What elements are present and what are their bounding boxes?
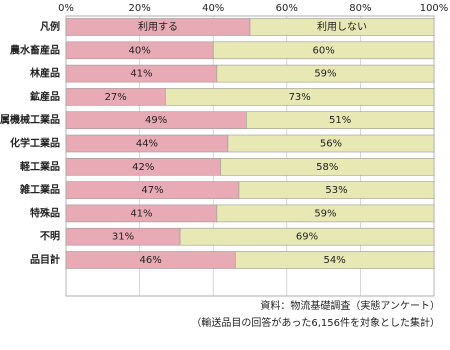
y-tick-label: 農水畜産品 <box>10 43 60 56</box>
legend-label: 利用しない <box>317 21 367 33</box>
bar <box>165 88 435 106</box>
bar <box>216 64 435 83</box>
data-label: 59% <box>314 208 336 219</box>
data-label: 46% <box>140 255 162 266</box>
x-tick-label: 100% <box>420 3 449 14</box>
source-note: 資料：物流基礎調査（実態アンケート） <box>260 299 440 312</box>
bar <box>212 41 435 60</box>
data-label: 73% <box>289 92 311 103</box>
data-label: 41% <box>130 69 152 80</box>
data-label: 69% <box>296 232 318 243</box>
data-label: 60% <box>312 45 334 56</box>
bar <box>246 111 435 129</box>
data-label: 47% <box>141 185 163 196</box>
footnote: （輸送品目の回答があった6,156件を対象とした集計） <box>191 316 440 329</box>
data-label: 41% <box>130 208 152 219</box>
data-label: 59% <box>314 69 336 80</box>
data-label: 51% <box>329 115 351 126</box>
y-tick-label: 化学工業品 <box>10 137 60 150</box>
data-label: 56% <box>320 139 342 150</box>
data-label: 31% <box>112 232 134 243</box>
bar <box>227 134 435 153</box>
x-tick-label: 20% <box>128 3 150 14</box>
data-label: 54% <box>324 255 346 266</box>
legend-swatch <box>249 18 435 36</box>
data-label: 58% <box>316 162 338 173</box>
bar <box>216 204 435 223</box>
y-tick-label: 軽工業品 <box>20 160 60 173</box>
x-tick-label: 40% <box>202 3 224 14</box>
data-label: 27% <box>105 92 127 103</box>
data-label: 40% <box>128 45 150 56</box>
y-tick-label: 鉱産品 <box>30 90 60 103</box>
y-tick-label: 品目計 <box>30 253 60 266</box>
y-tick-label: 雑工業品 <box>19 183 60 196</box>
x-tick-label: 60% <box>276 3 298 14</box>
y-tick-label: 林産品 <box>30 67 60 80</box>
data-label: 53% <box>325 185 347 196</box>
data-label: 42% <box>132 162 154 173</box>
y-tick-label: 属機械工業品 <box>0 113 60 126</box>
x-tick-label: 0% <box>58 3 74 14</box>
y-tick-label: 不明 <box>40 231 60 243</box>
bar <box>238 181 435 199</box>
bar <box>234 251 435 269</box>
data-label: 44% <box>136 139 158 150</box>
y-tick-label: 特殊品 <box>30 206 60 219</box>
legend-title: 凡例 <box>40 20 60 33</box>
data-label: 49% <box>145 115 167 126</box>
bar <box>220 158 435 176</box>
bar <box>179 227 435 246</box>
x-tick-label: 80% <box>349 3 371 14</box>
legend-label: 利用する <box>138 21 178 33</box>
